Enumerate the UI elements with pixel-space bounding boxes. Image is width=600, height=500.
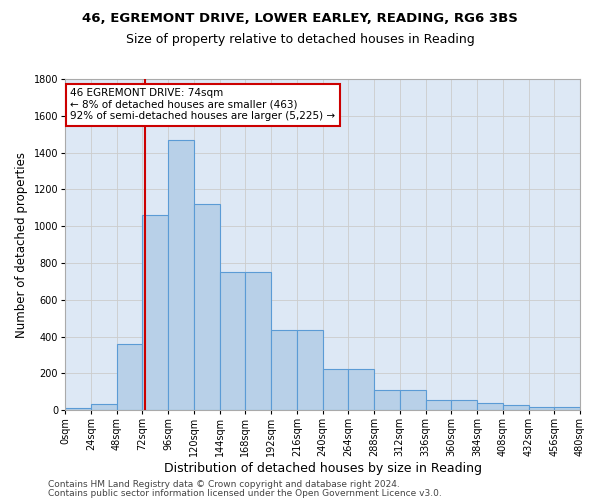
Bar — [374, 390, 400, 410]
Text: 46, EGREMONT DRIVE, LOWER EARLEY, READING, RG6 3BS: 46, EGREMONT DRIVE, LOWER EARLEY, READIN… — [82, 12, 518, 26]
Bar — [554, 408, 580, 410]
Bar — [245, 272, 271, 410]
Bar — [91, 404, 116, 410]
Bar — [220, 272, 245, 410]
Bar — [503, 404, 529, 410]
Text: 46 EGREMONT DRIVE: 74sqm
← 8% of detached houses are smaller (463)
92% of semi-d: 46 EGREMONT DRIVE: 74sqm ← 8% of detache… — [70, 88, 335, 122]
Bar — [142, 215, 168, 410]
Bar — [477, 403, 503, 410]
Bar — [451, 400, 477, 410]
Text: Size of property relative to detached houses in Reading: Size of property relative to detached ho… — [125, 32, 475, 46]
Bar — [116, 344, 142, 410]
X-axis label: Distribution of detached houses by size in Reading: Distribution of detached houses by size … — [164, 462, 482, 475]
Bar — [65, 408, 91, 410]
Bar — [425, 400, 451, 410]
Bar — [168, 140, 194, 410]
Bar — [271, 330, 297, 410]
Text: Contains public sector information licensed under the Open Government Licence v3: Contains public sector information licen… — [48, 488, 442, 498]
Bar — [323, 369, 349, 410]
Bar — [529, 406, 554, 410]
Y-axis label: Number of detached properties: Number of detached properties — [15, 152, 28, 338]
Bar — [349, 369, 374, 410]
Bar — [297, 330, 323, 410]
Text: Contains HM Land Registry data © Crown copyright and database right 2024.: Contains HM Land Registry data © Crown c… — [48, 480, 400, 489]
Bar — [194, 204, 220, 410]
Bar — [400, 390, 425, 410]
